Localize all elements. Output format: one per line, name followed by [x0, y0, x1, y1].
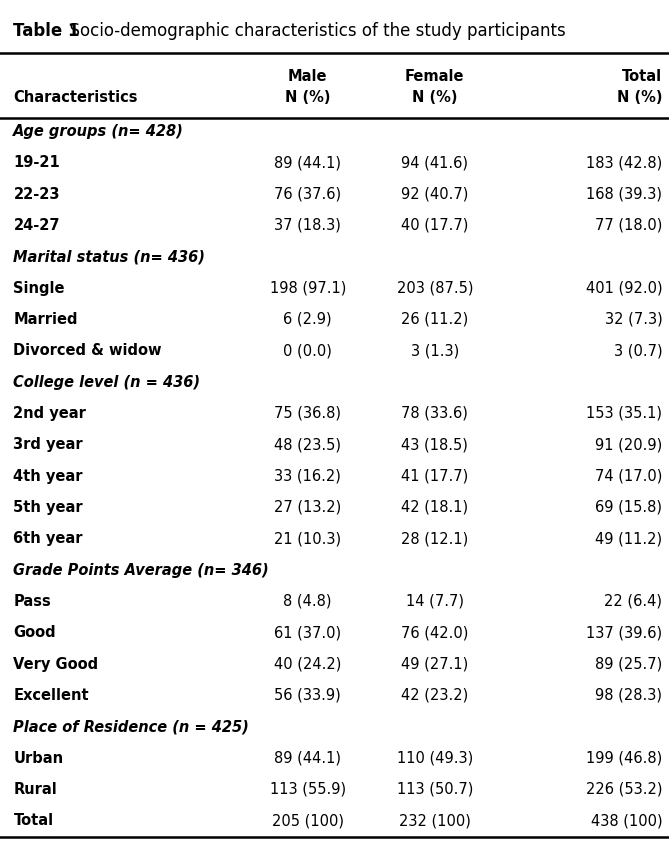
Text: 14 (7.7): 14 (7.7)	[406, 594, 464, 609]
Text: 33 (16.2): 33 (16.2)	[274, 469, 341, 483]
Text: Table 1: Table 1	[13, 22, 80, 40]
Text: 94 (41.6): 94 (41.6)	[401, 155, 468, 170]
Text: Age groups (n= 428): Age groups (n= 428)	[13, 124, 184, 138]
Text: 6th year: 6th year	[13, 531, 83, 546]
Text: Very Good: Very Good	[13, 656, 98, 672]
Text: College level (n = 436): College level (n = 436)	[13, 374, 201, 390]
Text: 41 (17.7): 41 (17.7)	[401, 469, 468, 483]
Text: 3 (1.3): 3 (1.3)	[411, 343, 459, 358]
Text: N (%): N (%)	[412, 90, 458, 105]
Text: 22 (6.4): 22 (6.4)	[604, 594, 662, 609]
Text: Divorced & widow: Divorced & widow	[13, 343, 162, 358]
Text: 153 (35.1): 153 (35.1)	[586, 406, 662, 421]
Text: 137 (39.6): 137 (39.6)	[586, 625, 662, 640]
Text: 5th year: 5th year	[13, 500, 83, 515]
Text: 22-23: 22-23	[13, 187, 60, 201]
Text: Female: Female	[405, 69, 464, 83]
Text: 76 (37.6): 76 (37.6)	[274, 187, 341, 201]
Text: Single: Single	[13, 280, 65, 296]
Text: Good: Good	[13, 625, 56, 640]
Text: 199 (46.8): 199 (46.8)	[586, 751, 662, 765]
Text: 78 (33.6): 78 (33.6)	[401, 406, 468, 421]
Text: 48 (23.5): 48 (23.5)	[274, 437, 341, 452]
Text: 42 (18.1): 42 (18.1)	[401, 500, 468, 515]
Text: 32 (7.3): 32 (7.3)	[605, 312, 662, 327]
Text: 8 (4.8): 8 (4.8)	[284, 594, 332, 609]
Text: 74 (17.0): 74 (17.0)	[595, 469, 662, 483]
Text: 198 (97.1): 198 (97.1)	[270, 280, 346, 296]
Text: 203 (87.5): 203 (87.5)	[397, 280, 473, 296]
Text: 113 (50.7): 113 (50.7)	[397, 782, 473, 797]
Text: 89 (44.1): 89 (44.1)	[274, 155, 341, 170]
Text: 438 (100): 438 (100)	[591, 814, 662, 828]
Text: 89 (44.1): 89 (44.1)	[274, 751, 341, 765]
Text: 89 (25.7): 89 (25.7)	[595, 656, 662, 672]
Text: Married: Married	[13, 312, 78, 327]
Text: 40 (17.7): 40 (17.7)	[401, 218, 468, 233]
Text: Grade Points Average (n= 346): Grade Points Average (n= 346)	[13, 562, 269, 578]
Text: 76 (42.0): 76 (42.0)	[401, 625, 468, 640]
Text: 113 (55.9): 113 (55.9)	[270, 782, 346, 797]
Text: 98 (28.3): 98 (28.3)	[595, 688, 662, 703]
Text: 75 (36.8): 75 (36.8)	[274, 406, 341, 421]
Text: 21 (10.3): 21 (10.3)	[274, 531, 341, 546]
Text: 69 (15.8): 69 (15.8)	[595, 500, 662, 515]
Text: Excellent: Excellent	[13, 688, 89, 703]
Text: 92 (40.7): 92 (40.7)	[401, 187, 468, 201]
Text: 61 (37.0): 61 (37.0)	[274, 625, 341, 640]
Text: 40 (24.2): 40 (24.2)	[274, 656, 341, 672]
Text: 27 (13.2): 27 (13.2)	[274, 500, 341, 515]
Text: 3 (0.7): 3 (0.7)	[613, 343, 662, 358]
Text: 226 (53.2): 226 (53.2)	[586, 782, 662, 797]
Text: Marital status (n= 436): Marital status (n= 436)	[13, 249, 205, 264]
Text: 28 (12.1): 28 (12.1)	[401, 531, 468, 546]
Text: 0 (0.0): 0 (0.0)	[283, 343, 332, 358]
Text: 168 (39.3): 168 (39.3)	[586, 187, 662, 201]
Text: Total: Total	[13, 814, 54, 828]
Text: Place of Residence (n = 425): Place of Residence (n = 425)	[13, 719, 249, 734]
Text: 77 (18.0): 77 (18.0)	[595, 218, 662, 233]
Text: 91 (20.9): 91 (20.9)	[595, 437, 662, 452]
Text: 56 (33.9): 56 (33.9)	[274, 688, 341, 703]
Text: Socio-demographic characteristics of the study participants: Socio-demographic characteristics of the…	[59, 22, 565, 40]
Text: 205 (100): 205 (100)	[272, 814, 344, 828]
Text: 43 (18.5): 43 (18.5)	[401, 437, 468, 452]
Text: 19-21: 19-21	[13, 155, 60, 170]
Text: 401 (92.0): 401 (92.0)	[585, 280, 662, 296]
Text: Urban: Urban	[13, 751, 64, 765]
Text: 49 (11.2): 49 (11.2)	[595, 531, 662, 546]
Text: 42 (23.2): 42 (23.2)	[401, 688, 468, 703]
Text: 183 (42.8): 183 (42.8)	[586, 155, 662, 170]
Text: 24-27: 24-27	[13, 218, 60, 233]
Text: Male: Male	[288, 69, 328, 83]
Text: 110 (49.3): 110 (49.3)	[397, 751, 473, 765]
Text: 49 (27.1): 49 (27.1)	[401, 656, 468, 672]
Text: 37 (18.3): 37 (18.3)	[274, 218, 341, 233]
Text: N (%): N (%)	[617, 90, 662, 105]
Text: 26 (11.2): 26 (11.2)	[401, 312, 468, 327]
Text: 232 (100): 232 (100)	[399, 814, 471, 828]
Text: 4th year: 4th year	[13, 469, 83, 483]
Text: 3rd year: 3rd year	[13, 437, 83, 452]
Text: 6 (2.9): 6 (2.9)	[284, 312, 332, 327]
Text: 2nd year: 2nd year	[13, 406, 86, 421]
Text: N (%): N (%)	[285, 90, 330, 105]
Text: Rural: Rural	[13, 782, 57, 797]
Text: Characteristics: Characteristics	[13, 90, 138, 105]
Text: Pass: Pass	[13, 594, 51, 609]
Text: Total: Total	[622, 69, 662, 83]
